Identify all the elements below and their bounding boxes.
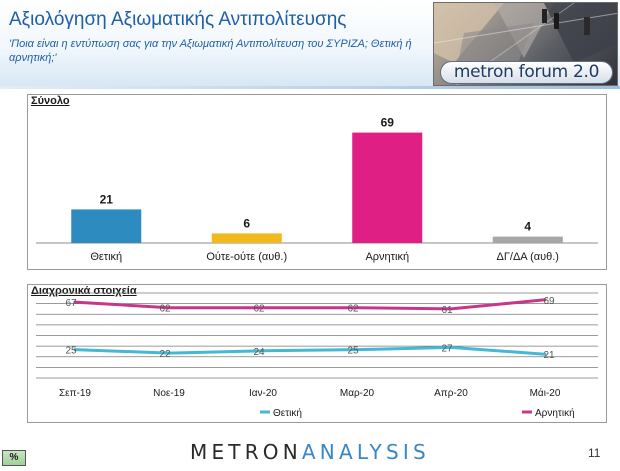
legend-label: Αρνητική: [535, 407, 575, 419]
x-tick-label: Μαρ-20: [340, 388, 375, 399]
point-value-label: 22: [159, 349, 171, 360]
forum-label: metron forum 2.0: [440, 61, 613, 84]
bar-4: [492, 236, 563, 243]
total-chart-panel: Σύνολο 21 Θετική 6 Ούτε-ούτε (αυθ.) 69 Αρνητι…: [27, 94, 607, 270]
bar-3: [352, 132, 423, 243]
metron-analysis-logo: METRONANALYSIS: [190, 440, 430, 464]
legend-label: Θετική: [273, 407, 302, 419]
metron-forum-banner: metron forum 2.0: [433, 2, 618, 86]
point-value-label: 27: [441, 343, 453, 354]
page-number: 11: [588, 446, 601, 460]
trend-line-chart: 25 22 24 25 27 21 67 62 62 62 61 69 Σεπ-19 Νοε-19 Ιαν-…: [36, 292, 598, 419]
bar-category-label: ΔΓ/ΔΑ (αυθ.): [497, 251, 559, 263]
point-value-label: 25: [347, 346, 359, 357]
bar-2: [211, 233, 282, 243]
point-value-label: 67: [65, 298, 77, 309]
trend-chart-panel: Διαχρονικά στοιχεία 25 22 24 25 27 21 67 62 62 62…: [27, 284, 607, 423]
x-tick-label: Νοε-19: [153, 388, 185, 399]
series-line-2: [73, 298, 547, 311]
bar-category-label: Θετική: [90, 251, 122, 263]
x-tick-label: Ιαν-20: [249, 388, 277, 399]
bar-category-label: Αρνητική: [365, 251, 409, 263]
total-panel-title: Σύνολο: [31, 95, 70, 107]
point-value-label: 69: [543, 296, 555, 307]
banner-photo-icon: [434, 3, 617, 85]
trend-panel-title: Διαχρονικά στοιχεία: [31, 285, 137, 297]
point-value-label: 21: [543, 350, 555, 361]
point-value-label: 62: [159, 304, 171, 315]
x-tick-label: Απρ-20: [434, 388, 468, 399]
bar-value-label: 4: [524, 220, 531, 234]
bar-1: [71, 209, 142, 243]
total-bar-chart: 21 Θετική 6 Ούτε-ούτε (αυθ.) 69 Αρνητική 4 ΔΓ/Δ…: [36, 116, 598, 263]
point-value-label: 62: [253, 304, 265, 315]
point-value-label: 62: [347, 304, 359, 315]
percent-badge: %: [2, 450, 26, 466]
bar-category-label: Ούτε-ούτε (αυθ.): [206, 251, 287, 263]
x-tick-label: Μάι-20: [530, 387, 561, 399]
slide-subtitle: 'Ποια είναι η εντύπωση σας για την Αξιωμ…: [9, 38, 412, 64]
series-line-1: [73, 345, 547, 356]
slide-title: Αξιολόγηση Αξιωματικής Αντιπολίτευσης: [9, 9, 347, 30]
bar-value-label: 6: [243, 216, 250, 230]
bar-value-label: 69: [381, 116, 395, 130]
point-value-label: 61: [441, 305, 453, 316]
bar-value-label: 21: [100, 192, 114, 206]
point-value-label: 25: [65, 346, 77, 357]
brand-metron: METRON: [190, 440, 302, 464]
point-value-label: 24: [253, 347, 265, 358]
x-tick-label: Σεπ-19: [59, 388, 91, 399]
brand-analysis: ANALYSIS: [301, 440, 430, 464]
header-divider: [0, 86, 620, 89]
